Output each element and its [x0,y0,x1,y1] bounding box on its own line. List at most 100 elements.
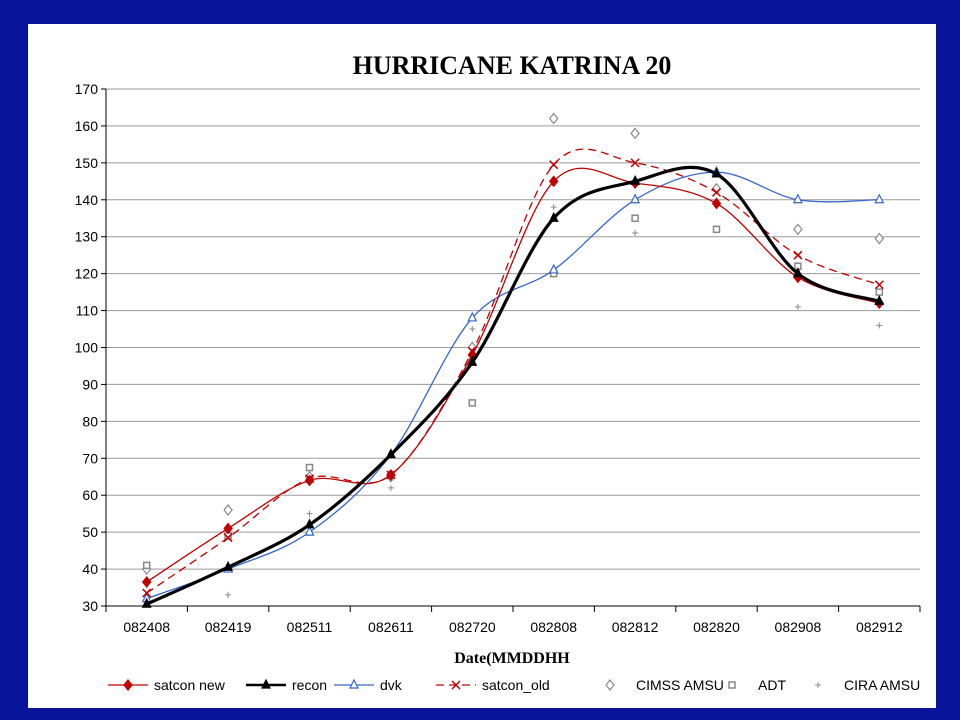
legend-marker-dvk [349,678,359,689]
legend-item-satcon-new: satcon new [108,677,226,693]
data-point-satcon-old [874,280,884,290]
x-axis-title: Date(MMDDHH [454,650,570,667]
y-tick-label: 40 [82,561,98,577]
legend-marker-satcon-new [123,679,133,691]
data-point-adt [631,214,639,222]
data-point-satcon-new [548,175,559,188]
data-point-recon [874,294,885,305]
legend-marker-satcon-old [451,680,461,690]
data-point-satcon-new [386,468,396,481]
y-tick-label: 60 [82,487,98,503]
y-tick-label: 150 [75,155,99,171]
x-tick-label: 082808 [530,619,577,635]
data-point-recon [711,167,722,178]
data-point-satcon-old [630,158,640,168]
series-satcon-new [141,167,885,588]
x-tick-label: 082419 [205,619,252,635]
x-tick-label: 082812 [612,619,659,635]
data-point-adt [712,225,721,234]
x-tick-label: 082511 [287,619,333,635]
x-tick-label: 082908 [775,619,822,635]
series-line-satcon-old [146,148,880,594]
data-point-cimss-amsu [223,504,233,516]
data-point-adt [305,463,314,472]
series-recon [141,165,885,608]
data-point-adt [875,288,884,296]
data-point-satcon-old [142,588,152,598]
x-tick-label: 082912 [856,619,903,635]
data-point-satcon-new [141,576,152,588]
x-tick-label: 082408 [123,619,170,635]
y-tick-label: 90 [82,376,98,392]
legend-item-cira-amsu: CIRA AMSU [815,677,920,693]
y-axis-ticks: 30 40 50 60 70 80 90 100 110 120 130 140 150 160 170 [75,81,106,614]
data-point-recon [223,560,234,571]
data-point-dvk [874,193,885,204]
series-cira-amsu [225,204,883,598]
data-point-recon [630,174,641,185]
data-point-cimss-amsu [548,112,559,125]
data-point-cira-amsu [876,322,883,329]
data-point-adt [142,561,151,570]
y-tick-label: 170 [75,81,99,97]
legend-label-dvk: dvk [380,677,403,693]
legend-label-satcon-new: satcon new [154,677,226,693]
legend-label-cira-amsu: CIRA AMSU [844,677,920,693]
data-point-satcon-new [711,197,722,210]
y-tick-label: 160 [75,118,99,134]
data-point-dvk [792,193,803,204]
data-point-satcon-old [793,250,803,260]
data-point-recon [467,355,478,366]
legend-marker-cira-amsu [815,682,821,688]
x-tick-label: 082820 [693,619,740,635]
y-tick-label: 100 [75,340,99,356]
data-point-dvk [304,525,315,536]
legend-item-cimss-amsu: CIMSS AMSU [605,677,724,693]
data-point-cira-amsu [225,591,232,598]
y-tick-label: 140 [75,192,99,208]
data-point-recon [548,211,559,222]
series-line-satcon-new [146,167,880,583]
data-point-cira-amsu [306,510,313,517]
data-point-cira-amsu [469,326,476,333]
data-point-recon [141,597,152,608]
y-tick-label: 70 [82,450,98,466]
legend-item-adt: ADT [728,677,786,693]
x-tick-label: 082720 [449,619,496,635]
data-point-recon [385,448,396,459]
data-point-satcon-new [304,474,315,487]
data-point-cira-amsu [550,204,557,211]
series-cimss-amsu [141,112,885,576]
y-tick-label: 80 [82,413,98,429]
data-point-cira-amsu [794,303,801,310]
legend-item-satcon-old: satcon_old [436,677,550,693]
data-point-cira-amsu [632,230,639,237]
y-tick-label: 50 [82,524,98,540]
legend-label-adt: ADT [758,677,786,693]
legend-item-dvk: dvk [334,677,403,693]
legend-label-satcon-old: satcon_old [482,677,550,693]
data-point-dvk [548,263,559,274]
data-point-recon [792,267,803,278]
legend: satcon new recon dvk satcon_old CIMSS AMSU AD… [108,677,920,693]
series-adt [142,214,884,570]
legend-label-recon: recon [292,677,327,693]
legend-item-recon: recon [246,677,327,693]
data-point-satcon-old [549,160,559,170]
series-layer [141,112,885,608]
series-satcon-old [142,148,884,598]
data-point-cimss-amsu [793,223,803,236]
legend-marker-adt [728,681,736,689]
data-point-cimss-amsu [630,127,640,140]
data-point-cira-amsu [387,484,394,491]
legend-marker-recon [261,678,271,689]
data-point-satcon-old [711,187,722,197]
data-point-dvk [467,311,478,322]
series-line-dvk [146,171,880,600]
data-point-satcon-old [223,533,233,543]
data-point-dvk [630,193,641,204]
y-tick-label: 120 [75,266,99,282]
chart-panel: HURRICANE KATRINA 20 30 40 50 60 70 80 90 100 11… [28,24,936,708]
chart-svg: HURRICANE KATRINA 20 30 40 50 60 70 80 90 100 11… [75,51,921,693]
series-line-recon [146,165,880,606]
